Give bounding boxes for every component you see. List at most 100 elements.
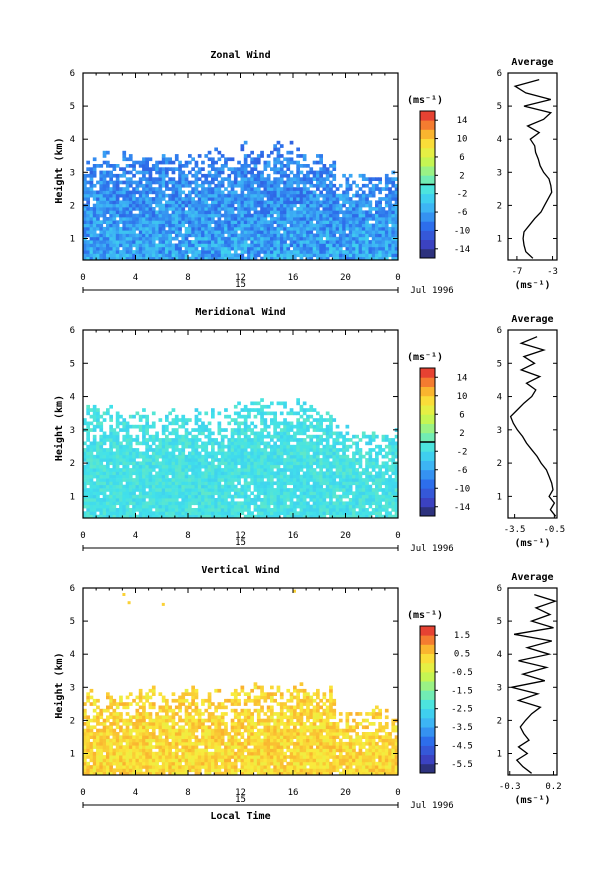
- heatmap-cell: [302, 154, 307, 158]
- heatmap-cell: [138, 414, 143, 419]
- heatmap-cell: [342, 217, 346, 221]
- heatmap-cell: [247, 438, 251, 442]
- heatmap-cell: [306, 414, 310, 419]
- heatmap-cell: [329, 421, 333, 426]
- heatmap-cell: [260, 210, 264, 215]
- heatmap-cell: [247, 471, 251, 476]
- heatmap-cell: [230, 183, 235, 188]
- heatmap-cell: [181, 461, 186, 466]
- heatmap-cell: [230, 494, 235, 499]
- heatmap-cell: [145, 418, 149, 422]
- heatmap-cell: [214, 246, 218, 251]
- heatmap-cell: [214, 200, 218, 205]
- heatmap-cell: [89, 481, 94, 486]
- heatmap-cell: [89, 173, 94, 178]
- heatmap-cell: [260, 428, 264, 432]
- heatmap-cell: [273, 230, 277, 234]
- heatmap-cell: [283, 418, 287, 422]
- heatmap-cell: [178, 187, 182, 191]
- heatmap-cell: [335, 464, 340, 469]
- heatmap-cell: [256, 458, 261, 462]
- heatmap-cell: [106, 508, 110, 512]
- heatmap-cell: [188, 246, 192, 251]
- heatmap-cell: [276, 484, 281, 489]
- heatmap-cell: [165, 428, 169, 432]
- heatmap-cell: [329, 478, 333, 482]
- heatmap-cell: [279, 488, 284, 492]
- heatmap-cell: [293, 230, 297, 234]
- heatmap-cell: [125, 478, 130, 482]
- heatmap-cell: [204, 223, 209, 228]
- heatmap-cell: [240, 444, 245, 449]
- heatmap-cell: [201, 167, 205, 171]
- heatmap-cell: [260, 404, 264, 409]
- heatmap-cell: [358, 213, 363, 218]
- heatmap-cell: [201, 421, 205, 426]
- heatmap-cell: [322, 494, 327, 499]
- heatmap-cell: [92, 236, 97, 241]
- heatmap-cell: [109, 484, 113, 489]
- heatmap-cell: [355, 250, 359, 254]
- heatmap-cell: [165, 173, 169, 178]
- heatmap-cell: [115, 488, 120, 492]
- heatmap-cell: [250, 253, 254, 258]
- heatmap-cell: [106, 514, 110, 519]
- heatmap-cell: [184, 250, 189, 254]
- heatmap-cell: [161, 193, 166, 198]
- heatmap-cell: [279, 454, 284, 459]
- heatmap-cell: [89, 236, 94, 241]
- heatmap-cell: [115, 213, 120, 218]
- heatmap-cell: [240, 471, 245, 476]
- heatmap-cell: [250, 478, 254, 482]
- heatmap-cell: [86, 494, 90, 499]
- heatmap-cell: [145, 243, 149, 248]
- heatmap-cell: [388, 203, 392, 208]
- heatmap-cell: [142, 461, 146, 466]
- heatmap-cell: [135, 434, 140, 439]
- heatmap-cell: [256, 236, 261, 241]
- heatmap-cell: [148, 498, 153, 502]
- heatmap-cell: [260, 504, 264, 509]
- heatmap-cell: [253, 250, 258, 254]
- heatmap-cell: [165, 187, 169, 191]
- heatmap-cell: [191, 173, 195, 178]
- heatmap-cell: [296, 511, 300, 515]
- heatmap-cell: [365, 233, 369, 238]
- heatmap-cell: [306, 220, 310, 224]
- heatmap-cell: [276, 514, 281, 519]
- heatmap-cell: [109, 190, 113, 195]
- heatmap-cell: [83, 243, 87, 248]
- heatmap-cell: [171, 197, 176, 201]
- heatmap-cell: [128, 230, 133, 234]
- heatmap-cell: [125, 428, 130, 432]
- heatmap-cell: [266, 441, 271, 446]
- heatmap-cell: [138, 491, 143, 496]
- heatmap-cell: [375, 454, 379, 459]
- heatmap-cell: [358, 481, 363, 486]
- heatmap-cell: [181, 468, 186, 472]
- heatmap-cell: [342, 481, 346, 486]
- heatmap-cell: [165, 491, 169, 496]
- heatmap-cell: [138, 200, 143, 205]
- heatmap-cell: [188, 461, 192, 466]
- heatmap-cell: [171, 418, 176, 422]
- heatmap-cell: [306, 501, 310, 506]
- heatmap-cell: [112, 471, 117, 476]
- heatmap-cell: [289, 236, 294, 241]
- heatmap-cell: [158, 501, 163, 506]
- heatmap-cell: [345, 226, 350, 231]
- heatmap-cell: [338, 197, 343, 201]
- heatmap-cell: [207, 223, 212, 228]
- heatmap-cell: [171, 501, 176, 506]
- heatmap-cell: [122, 511, 127, 515]
- heatmap-cell: [361, 504, 366, 509]
- heatmap-cell: [230, 243, 235, 248]
- heatmap-cell: [174, 471, 179, 476]
- heatmap-cell: [128, 210, 133, 215]
- heatmap-cell: [132, 494, 136, 499]
- heatmap-cell: [207, 246, 212, 251]
- heatmap-cell: [214, 243, 218, 248]
- heatmap-cell: [329, 418, 333, 422]
- heatmap-cell: [263, 167, 268, 171]
- heatmap-cell: [151, 167, 156, 171]
